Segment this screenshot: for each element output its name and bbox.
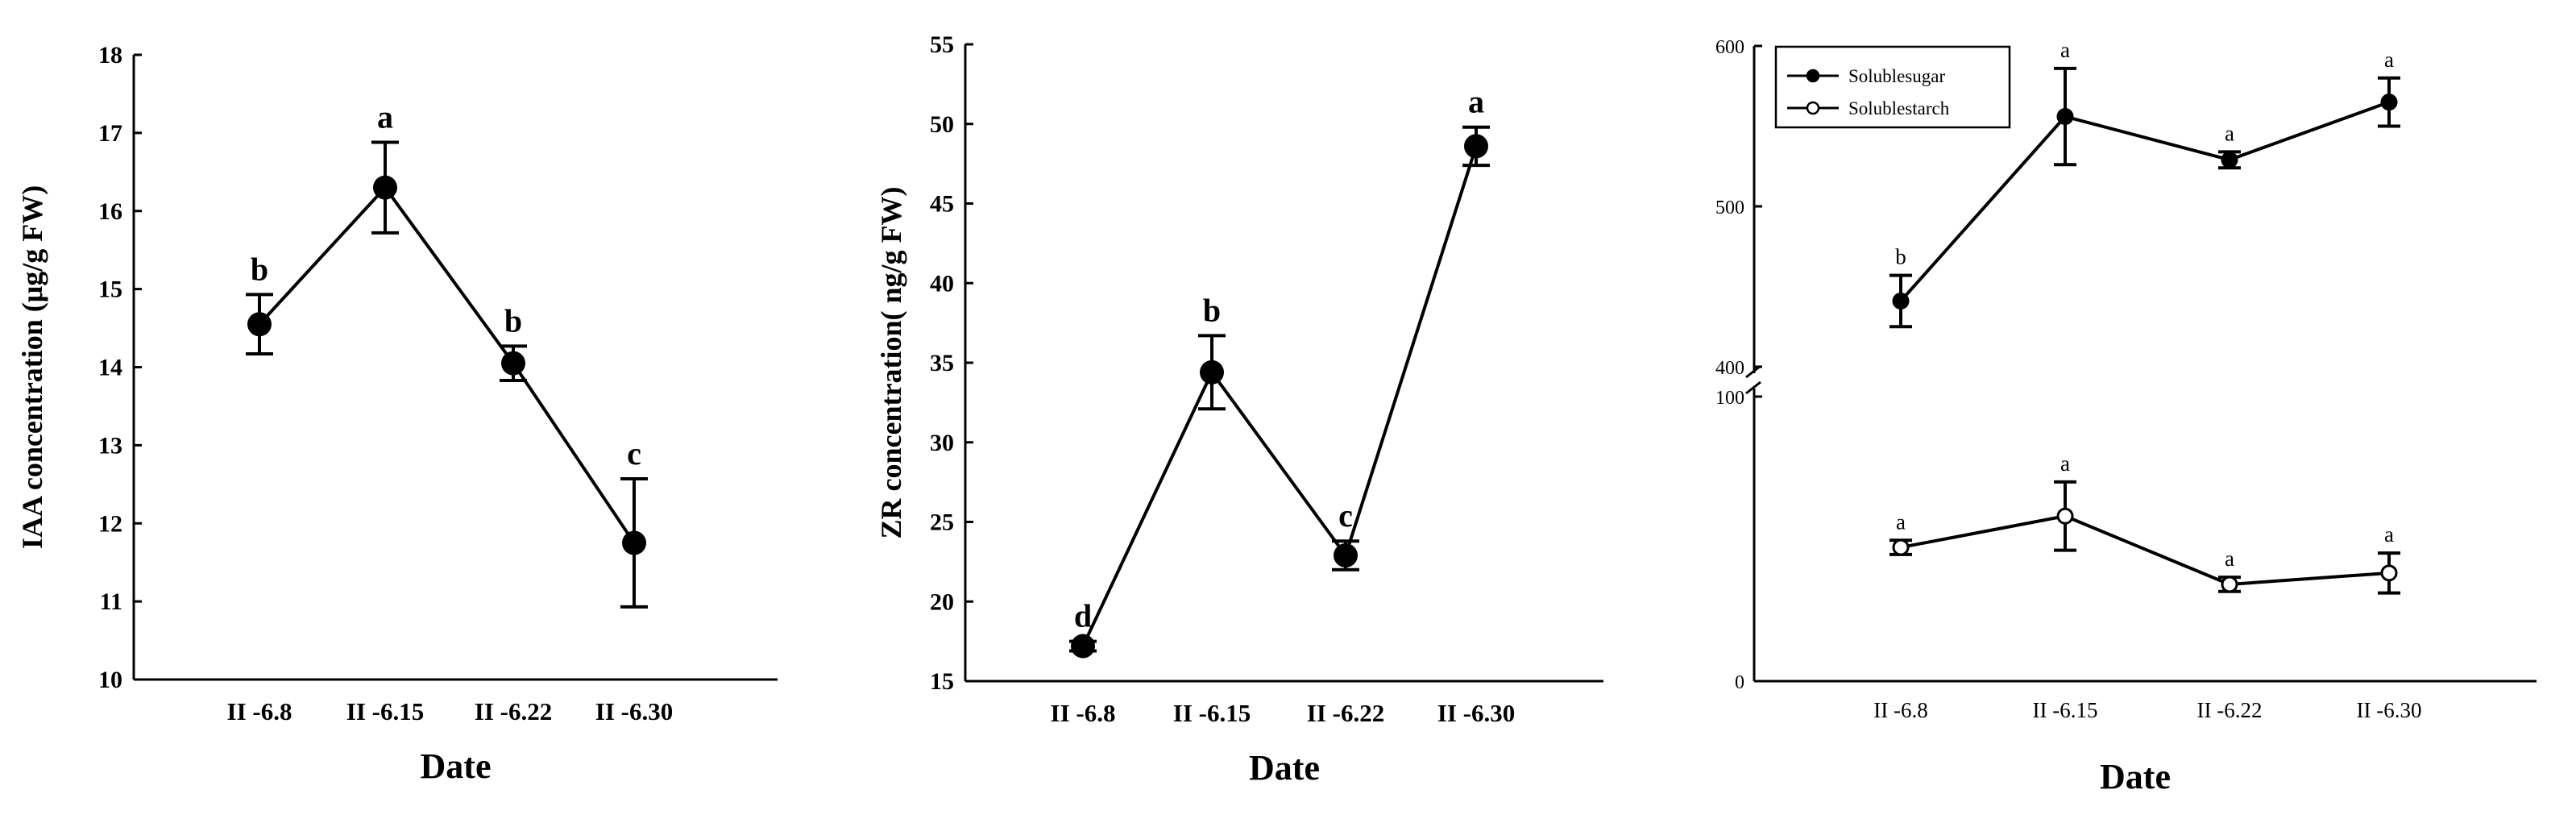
y-tick-label: 500 bbox=[1715, 197, 1744, 218]
x-axis-title: Date bbox=[2100, 757, 2171, 796]
data-point bbox=[1071, 634, 1095, 659]
significance-label: a bbox=[1896, 509, 1906, 534]
y-tick-label: 0 bbox=[1735, 672, 1744, 693]
series-line bbox=[1081, 145, 1478, 647]
significance-label: b bbox=[1895, 245, 1906, 269]
legend-label: Solublesugar bbox=[1848, 66, 1945, 86]
y-tick-label: 55 bbox=[930, 31, 954, 58]
legend-label: Solublestarch bbox=[1848, 98, 1950, 118]
data-point bbox=[1334, 542, 1358, 567]
sugar-starch-chart: 400 500 600 0 100 II -6.8 II -6.15 II -6.22 II -… bbox=[1715, 37, 2537, 796]
y-tick-label: 15 bbox=[98, 276, 122, 303]
y-tick-label: 10 bbox=[98, 667, 122, 693]
x-tick-label: II -6.22 bbox=[2197, 698, 2263, 722]
y-tick-label: 400 bbox=[1715, 358, 1744, 379]
significance-label: a bbox=[2384, 522, 2394, 547]
y-tick-label: 14 bbox=[98, 355, 122, 381]
y-tick-label: 50 bbox=[930, 111, 954, 138]
significance-label: a bbox=[1468, 84, 1484, 120]
significance-label: c bbox=[627, 435, 641, 472]
data-point bbox=[2380, 564, 2398, 582]
x-axis-title: Date bbox=[1249, 748, 1320, 788]
x-tick-label: II -6.15 bbox=[2033, 698, 2098, 722]
significance-label: a bbox=[2225, 547, 2234, 571]
zr-chart: 15 20 25 30 35 40 45 50 55 II -6.8 II -6.15 II -6.2… bbox=[875, 31, 1603, 788]
y-tick-label: 25 bbox=[930, 509, 954, 536]
x-tick-label: II -6.15 bbox=[1173, 699, 1251, 727]
data-point bbox=[1892, 538, 1910, 556]
y-tick-label: 20 bbox=[930, 588, 954, 615]
series-line bbox=[258, 185, 636, 544]
y-tick-label: 13 bbox=[98, 432, 122, 459]
x-tick-label: II -6.30 bbox=[2357, 698, 2422, 722]
y-tick-label: 35 bbox=[930, 350, 954, 376]
y-tick-label: 45 bbox=[930, 191, 954, 218]
data-point bbox=[2056, 108, 2074, 126]
data-point bbox=[622, 530, 646, 555]
x-tick-label: II -6.30 bbox=[1437, 699, 1515, 727]
y-tick-label: 17 bbox=[98, 120, 122, 147]
significance-label: a bbox=[2225, 121, 2234, 145]
data-point bbox=[1892, 292, 1910, 310]
x-tick-label: II -6.8 bbox=[227, 697, 292, 725]
y-tick-label: 11 bbox=[100, 588, 122, 615]
iaa-chart: 10 11 12 13 14 15 16 17 18 II -6.8 II -6.15 II -6.2… bbox=[16, 42, 778, 786]
significance-label: a bbox=[2060, 38, 2070, 62]
data-point bbox=[373, 175, 397, 200]
legend: Solublesugar Solublestarch bbox=[1774, 45, 2011, 129]
x-axis-title: Date bbox=[421, 746, 492, 786]
data-point bbox=[501, 351, 525, 376]
x-tick-label: II -6.8 bbox=[1873, 698, 1927, 722]
data-point bbox=[2380, 94, 2398, 111]
y-tick-label: 40 bbox=[930, 270, 954, 297]
y-tick-label: 100 bbox=[1715, 388, 1744, 409]
x-tick-label: II -6.8 bbox=[1051, 699, 1116, 727]
significance-label: a bbox=[2384, 48, 2394, 72]
significance-label: c bbox=[1338, 497, 1353, 534]
data-point bbox=[1200, 360, 1224, 384]
significance-label: b bbox=[251, 251, 268, 287]
x-tick-label: II -6.30 bbox=[595, 697, 673, 725]
significance-label: b bbox=[1203, 292, 1221, 328]
data-point bbox=[2221, 151, 2238, 168]
y-tick-label: 18 bbox=[98, 42, 122, 69]
y-axis-title: ZR concentration( ng/g FW) bbox=[875, 187, 907, 539]
axis-break-mark bbox=[1745, 380, 1761, 395]
x-tick-label: II -6.15 bbox=[346, 697, 424, 725]
data-point bbox=[2056, 507, 2074, 525]
legend-marker bbox=[1806, 101, 1820, 115]
x-tick-label: II -6.22 bbox=[1307, 699, 1384, 727]
series-line bbox=[1900, 514, 2390, 587]
x-tick-label: II -6.22 bbox=[475, 697, 552, 725]
y-tick-label: 12 bbox=[98, 510, 122, 537]
significance-label: a bbox=[2060, 451, 2070, 476]
y-tick-label: 16 bbox=[98, 198, 122, 225]
data-point bbox=[2221, 576, 2238, 593]
legend-marker bbox=[1806, 69, 1820, 83]
significance-label: a bbox=[377, 99, 393, 135]
y-tick-label: 600 bbox=[1715, 37, 1744, 58]
series-line bbox=[1899, 100, 2390, 302]
data-point bbox=[1464, 134, 1488, 159]
y-tick-label: 15 bbox=[930, 668, 954, 695]
y-tick-label: 30 bbox=[930, 430, 954, 456]
data-point bbox=[247, 312, 272, 337]
significance-label: b bbox=[504, 302, 522, 339]
significance-label: d bbox=[1074, 598, 1092, 634]
y-axis-title: IAA concentration (μg/g FW) bbox=[16, 185, 48, 549]
